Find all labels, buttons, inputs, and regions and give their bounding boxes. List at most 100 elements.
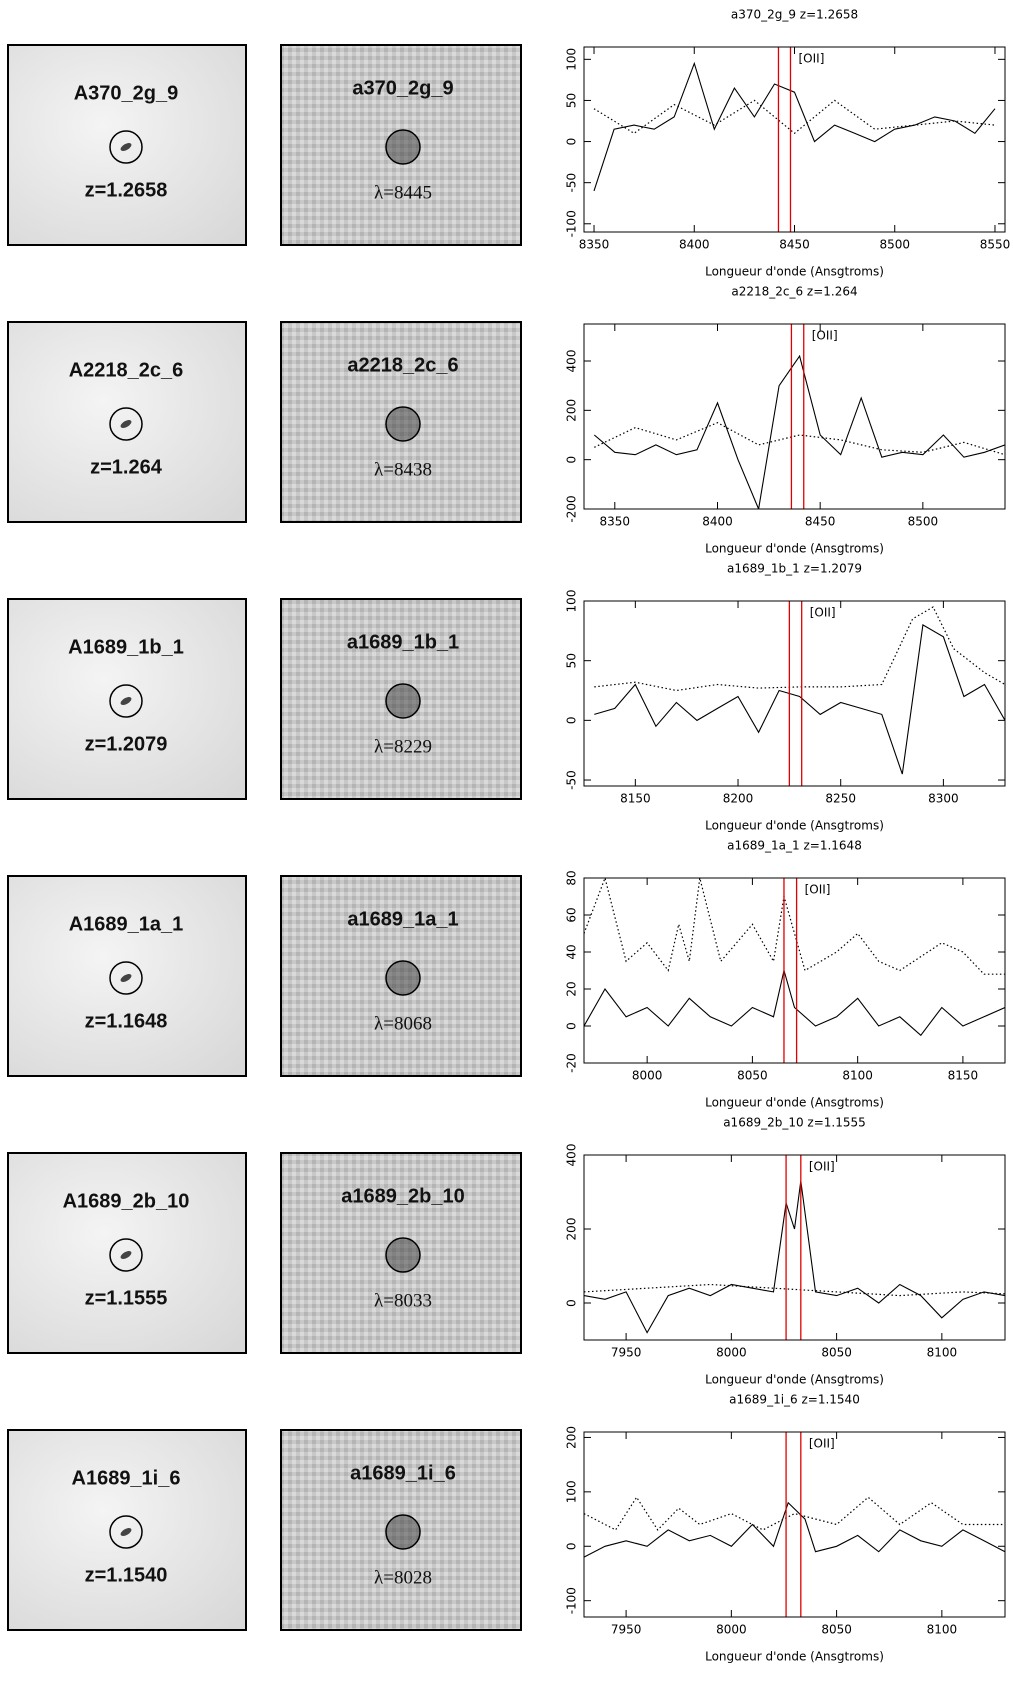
x-tick-label: 7950 — [611, 1346, 642, 1360]
x-tick-label: 8450 — [779, 238, 810, 252]
target-circle — [385, 406, 421, 442]
galaxy-blob — [120, 420, 132, 428]
galaxy-blob — [120, 1251, 132, 1259]
galaxy-blob — [120, 143, 132, 151]
x-tick-label: 8300 — [928, 792, 959, 806]
x-tick-label: 8400 — [702, 515, 733, 529]
plot-frame — [583, 1431, 1006, 1618]
x-tick-label: 8050 — [821, 1623, 852, 1637]
y-tick-label: 0 — [565, 456, 579, 464]
y-tick-label: -20 — [565, 1053, 579, 1073]
y-tick-label: 0 — [565, 717, 579, 725]
x-axis-label: Longueur d'onde (Ansgtroms) — [705, 1650, 884, 1664]
chart-title: a1689_1i_6 z=1.1540 — [729, 1393, 860, 1407]
spectrum-line — [584, 1496, 1005, 1531]
spectrum-line — [593, 99, 996, 135]
chart-title: a1689_1a_1 z=1.1648 — [727, 839, 862, 853]
y-tick-label: 50 — [565, 93, 579, 108]
y-tick-label: -200 — [565, 495, 579, 522]
image-redshift: z=1.1555 — [85, 1287, 168, 1309]
target-circle — [385, 1514, 421, 1550]
image-redshift: z=1.2079 — [85, 733, 168, 755]
x-tick-label: 8250 — [825, 792, 856, 806]
chart-title: a1689_1b_1 z=1.2079 — [727, 562, 862, 576]
cutout-wavelength: λ=8229 — [374, 736, 432, 757]
y-tick-label: 200 — [565, 1218, 579, 1241]
target-circle — [109, 1515, 143, 1549]
plot-frame — [583, 323, 1006, 510]
y-tick-label: -100 — [565, 210, 579, 237]
y-tick-label: 50 — [565, 653, 579, 668]
image-label: A1689_1i_6 — [72, 1467, 181, 1489]
plot-frame — [583, 46, 1006, 233]
image-label: A1689_1b_1 — [68, 636, 184, 658]
x-axis-label: Longueur d'onde (Ansgtroms) — [705, 1096, 884, 1110]
annotation: [OII] — [798, 52, 824, 66]
annotation: [OII] — [809, 1437, 835, 1451]
x-tick-label: 8050 — [821, 1346, 852, 1360]
galaxy-blob — [120, 974, 132, 982]
plot-frame — [583, 877, 1006, 1064]
spectrum-line — [594, 606, 1005, 692]
x-tick-label: 8100 — [927, 1623, 958, 1637]
x-axis-label: Longueur d'onde (Ansgtroms) — [705, 819, 884, 833]
chart-title: a2218_2c_6 z=1.264 — [731, 285, 857, 299]
galaxy-blob — [120, 697, 132, 705]
target-circle — [385, 129, 421, 165]
cutout-label: a1689_1a_1 — [347, 908, 458, 930]
annotation: [OII] — [809, 1160, 835, 1174]
spectrum-line — [584, 970, 1005, 1037]
y-tick-label: 200 — [565, 399, 579, 422]
spectrum-line — [594, 422, 1005, 456]
y-tick-label: 60 — [565, 907, 579, 922]
y-tick-label: 0 — [565, 138, 579, 146]
cutout-label: a2218_2c_6 — [347, 354, 458, 376]
y-tick-label: -50 — [565, 770, 579, 790]
x-tick-label: 8000 — [716, 1346, 747, 1360]
y-tick-label: -100 — [565, 1587, 579, 1614]
y-tick-label: 400 — [565, 350, 579, 373]
x-tick-label: 8150 — [620, 792, 651, 806]
target-circle — [385, 960, 421, 996]
target-circle — [385, 1237, 421, 1273]
y-tick-label: 0 — [565, 1022, 579, 1030]
y-tick-label: 100 — [565, 1480, 579, 1503]
x-tick-label: 8200 — [723, 792, 754, 806]
y-tick-label: -50 — [565, 173, 579, 193]
x-tick-label: 8350 — [600, 515, 631, 529]
y-tick-label: 20 — [565, 981, 579, 996]
spectrum-line — [584, 1180, 1005, 1334]
x-tick-label: 8150 — [948, 1069, 979, 1083]
cutout-wavelength: λ=8033 — [374, 1290, 432, 1311]
chart-title: a370_2g_9 z=1.2658 — [731, 8, 858, 22]
target-circle — [109, 130, 143, 164]
spectrum-line — [593, 61, 996, 192]
y-tick-label: 200 — [565, 1426, 579, 1449]
spectrum-line — [584, 878, 1005, 975]
cutout-label: a370_2g_9 — [352, 77, 453, 99]
y-tick-label: 40 — [565, 944, 579, 959]
cutout-label: a1689_1i_6 — [350, 1462, 456, 1484]
x-tick-label: 8500 — [879, 238, 910, 252]
x-tick-label: 8050 — [737, 1069, 768, 1083]
y-tick-label: 400 — [565, 1144, 579, 1167]
x-tick-label: 8000 — [716, 1623, 747, 1637]
image-redshift: z=1.2658 — [85, 179, 168, 201]
target-circle — [109, 684, 143, 718]
image-label: A1689_2b_10 — [63, 1190, 190, 1212]
x-axis-label: Longueur d'onde (Ansgtroms) — [705, 265, 884, 279]
y-tick-label: 100 — [565, 48, 579, 71]
y-tick-label: 100 — [565, 590, 579, 613]
target-circle — [109, 1238, 143, 1272]
cutout-wavelength: λ=8445 — [374, 182, 432, 203]
x-tick-label: 8400 — [679, 238, 710, 252]
image-redshift: z=1.1540 — [85, 1564, 168, 1586]
chart-title: a1689_2b_10 z=1.1555 — [723, 1116, 866, 1130]
y-tick-label: 0 — [565, 1542, 579, 1550]
x-tick-label: 8100 — [842, 1069, 873, 1083]
image-label: A370_2g_9 — [74, 82, 179, 104]
target-circle — [109, 961, 143, 995]
cutout-wavelength: λ=8068 — [374, 1013, 432, 1034]
annotation: [OII] — [812, 329, 838, 343]
plot-frame — [583, 1154, 1006, 1341]
